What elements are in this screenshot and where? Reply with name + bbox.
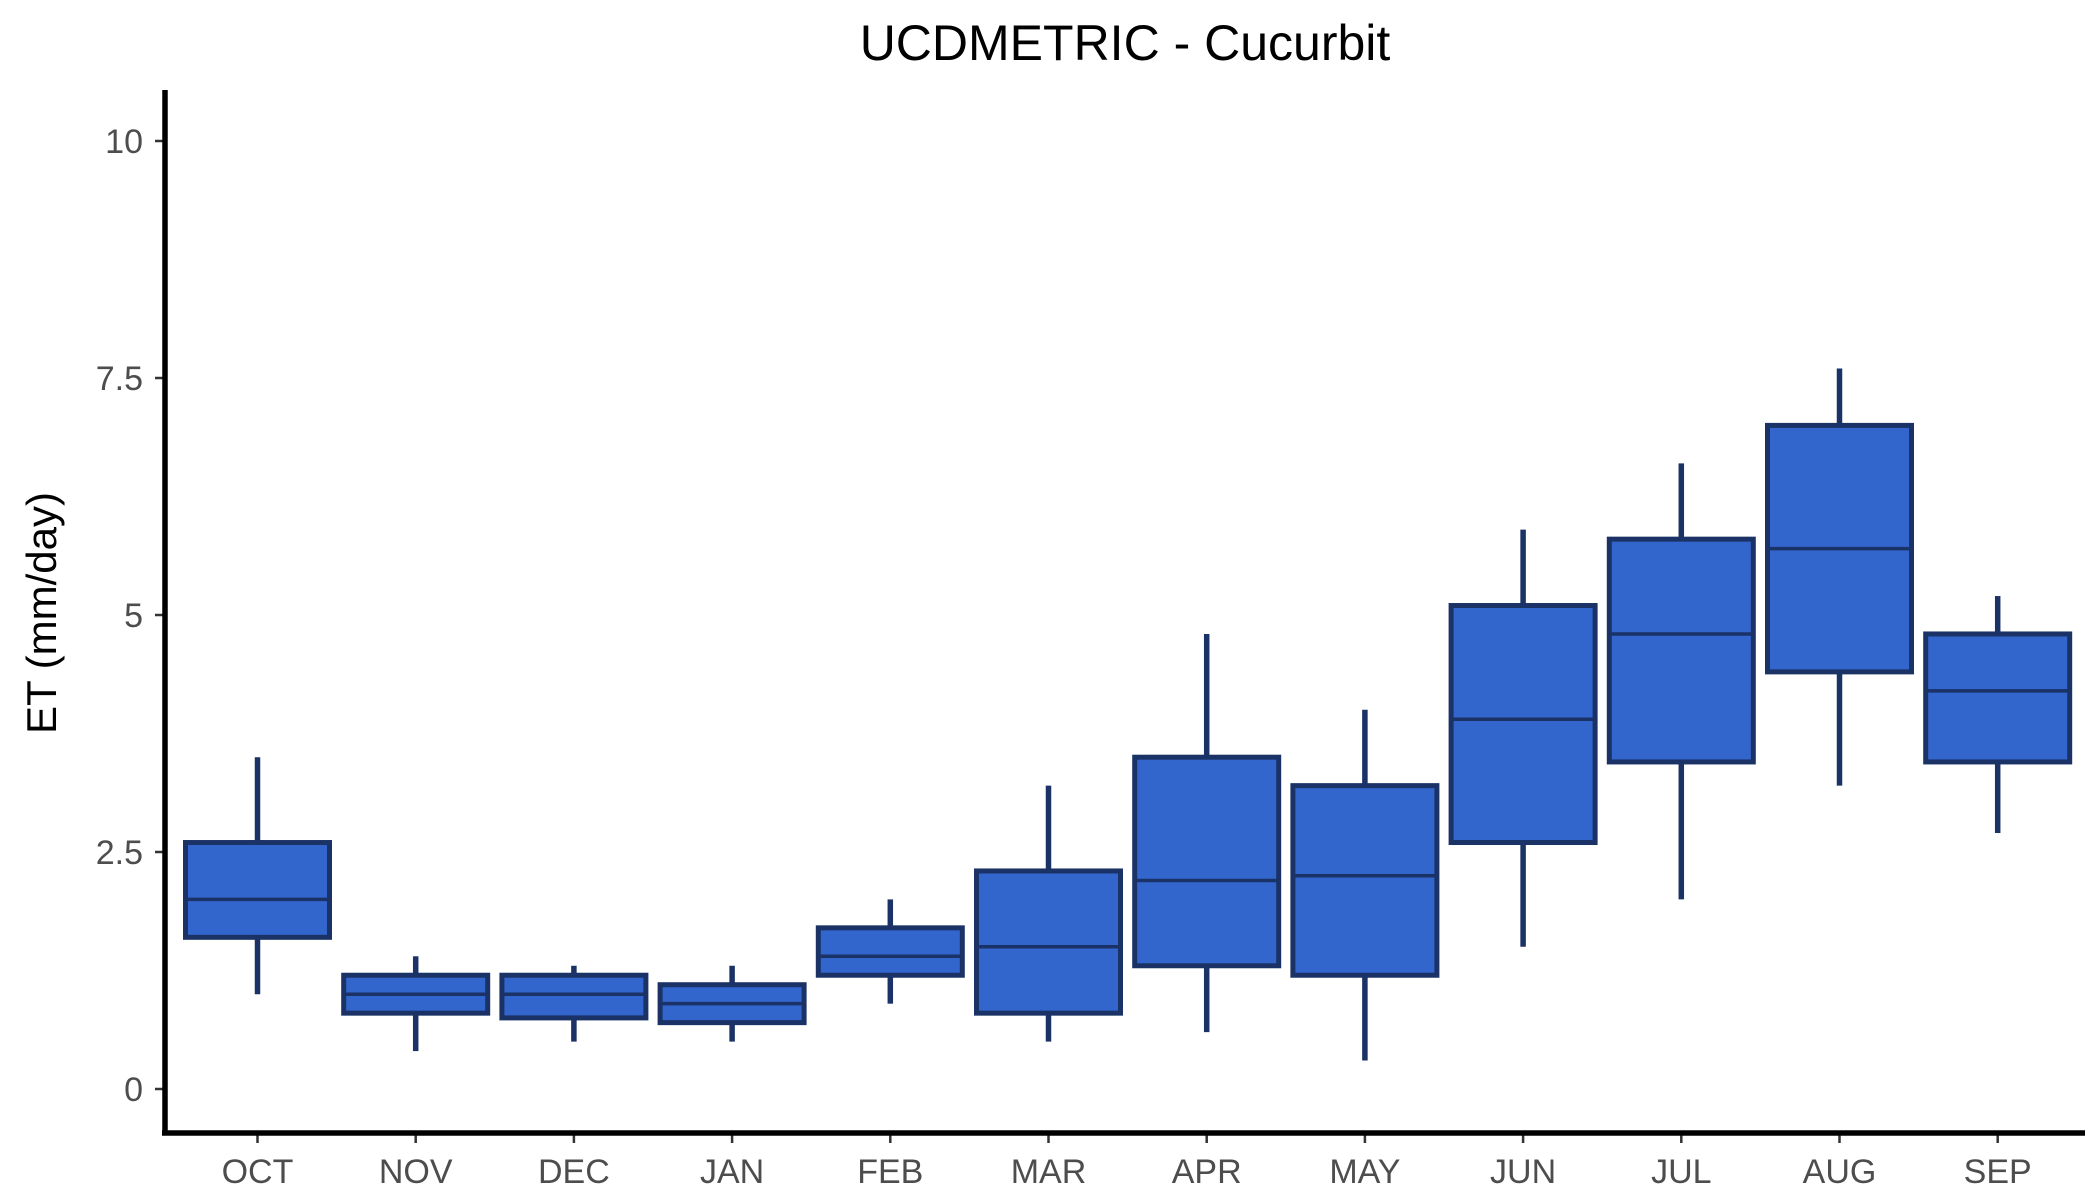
x-axis-ticks: OCT NOV DEC JAN FEB MAR APR MAY JUN JUL AUG SEP [222, 1133, 2032, 1191]
x-tick-label: OCT [222, 1153, 294, 1191]
box-jul [1606, 463, 1756, 900]
iqr-box [499, 972, 649, 1021]
box-series [183, 368, 2073, 1061]
box-sep [1923, 596, 2073, 834]
iqr-box [974, 868, 1123, 1016]
box-apr [1132, 633, 1282, 1033]
box-feb [815, 899, 965, 1004]
iqr-box [1132, 754, 1282, 969]
box-nov [341, 956, 491, 1052]
box-oct [183, 757, 332, 995]
box-jun [1448, 529, 1598, 947]
x-tick-label: JUN [1490, 1153, 1556, 1191]
iqr-box [1606, 536, 1756, 765]
x-tick-label: MAR [1011, 1153, 1087, 1191]
x-tick-label: SEP [1964, 1153, 2032, 1191]
box-dec [499, 965, 649, 1042]
iqr-box [183, 840, 332, 940]
y-tick-label: 5 [124, 597, 143, 635]
y-tick-label: 7.5 [96, 360, 143, 398]
box-mar [974, 785, 1123, 1042]
iqr-box [1448, 603, 1598, 846]
x-tick-label: JAN [700, 1153, 764, 1191]
iqr-box [815, 925, 965, 978]
x-tick-label: FEB [857, 1153, 923, 1191]
y-tick-label: 0 [124, 1071, 143, 1109]
y-axis-ticks: 0 2.5 5 7.5 10 [96, 123, 165, 1109]
iqr-box [1923, 631, 2073, 765]
x-tick-label: DEC [538, 1153, 610, 1191]
x-tick-label: MAY [1329, 1153, 1400, 1191]
box-aug [1765, 368, 1914, 786]
y-tick-label: 10 [105, 123, 143, 161]
x-tick-label: JUL [1651, 1153, 1711, 1191]
y-axis-label: ET (mm/day) [18, 492, 65, 734]
chart-title: UCDMETRIC - Cucurbit [860, 15, 1391, 71]
iqr-box [1290, 783, 1440, 978]
x-tick-label: NOV [379, 1153, 453, 1191]
box-jan [657, 965, 807, 1042]
y-tick-label: 2.5 [96, 834, 143, 872]
x-tick-label: APR [1172, 1153, 1242, 1191]
x-tick-label: AUG [1803, 1153, 1877, 1191]
box-may [1290, 709, 1440, 1061]
